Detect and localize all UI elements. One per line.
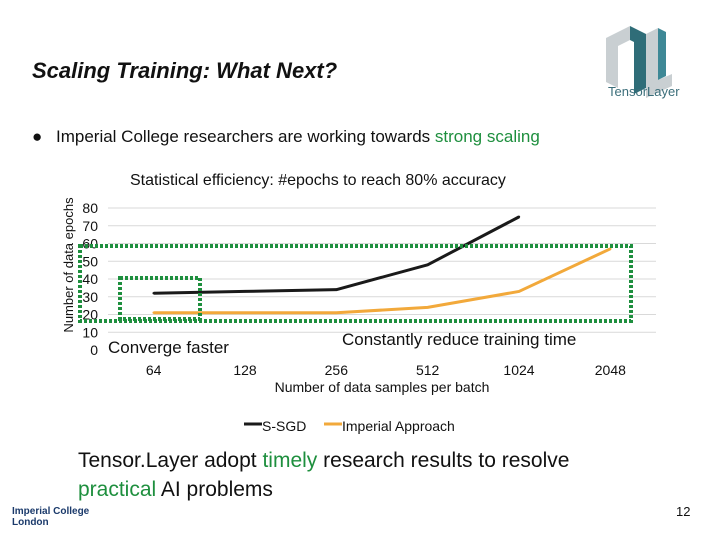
data-point: [517, 290, 521, 293]
annotation-converge: Converge faster: [108, 338, 229, 357]
footer-text-part: research results to resolve: [317, 449, 570, 472]
data-point: [517, 215, 521, 219]
y-tick-label: 50: [82, 253, 98, 269]
strong-scaling-highlight-box: [78, 244, 633, 323]
y-tick-label: 20: [82, 307, 98, 323]
footer-statement: Tensor.Layer adopt timely research resul…: [78, 446, 678, 504]
footer-text-part: Tensor.Layer adopt: [78, 449, 263, 472]
data-point: [426, 263, 429, 266]
y-tick-label: 10: [82, 324, 98, 340]
y-tick-label: 40: [82, 271, 98, 287]
x-tick-label: 2048: [595, 362, 626, 378]
legend-label: S-SGD: [262, 418, 306, 434]
x-tick-label: 256: [325, 362, 349, 378]
x-tick-label: 1024: [503, 362, 534, 378]
y-tick-label: 80: [82, 200, 98, 216]
data-point: [609, 247, 612, 251]
legend-label: Imperial Approach: [342, 418, 455, 434]
bullet-icon: ●: [32, 127, 43, 146]
bullet-text: Imperial College researchers are working…: [56, 127, 435, 146]
y-tick-label: 60: [82, 236, 98, 252]
x-tick-label: 512: [416, 362, 440, 378]
y-tick-label: 70: [82, 218, 98, 234]
logo-text: TensorLayer: [608, 84, 680, 99]
tensorlayer-logo-icon: [606, 26, 672, 98]
data-point: [152, 292, 155, 295]
data-point: [426, 306, 429, 309]
data-point: [335, 288, 338, 291]
x-tick-label: 128: [233, 362, 257, 378]
y-tick-label: 0: [90, 342, 98, 358]
institution-name: Imperial College: [12, 506, 90, 517]
bullet-point: ● Imperial College researchers are workin…: [32, 127, 540, 147]
x-tick-label: 64: [146, 362, 162, 378]
bullet-highlight: strong scaling: [434, 127, 540, 146]
footer-text-part: AI problems: [156, 478, 273, 501]
footer-highlight-practical: practical: [78, 478, 157, 501]
footer-highlight-timely: timely: [262, 449, 318, 472]
data-point: [243, 290, 247, 293]
y-axis-label: Number of data epochs: [61, 197, 76, 333]
page-number: 12: [676, 504, 691, 519]
institution-city: London: [12, 517, 49, 528]
chart-title: Statistical efficiency: #epochs to reach…: [130, 172, 506, 189]
series-line-imperial-approach: [153, 247, 611, 315]
data-point: [335, 311, 338, 314]
data-point: [243, 311, 247, 314]
imperial-college-logo: Imperial College London: [12, 506, 89, 528]
y-tick-label: 30: [82, 289, 98, 305]
x-axis-label: Number of data samples per batch: [275, 379, 490, 395]
slide-title: Scaling Training: What Next?: [32, 58, 338, 83]
series-line-s-sgd: [153, 215, 520, 295]
data-point: [152, 311, 155, 314]
annotation-constant: Constantly reduce training time: [342, 330, 576, 349]
